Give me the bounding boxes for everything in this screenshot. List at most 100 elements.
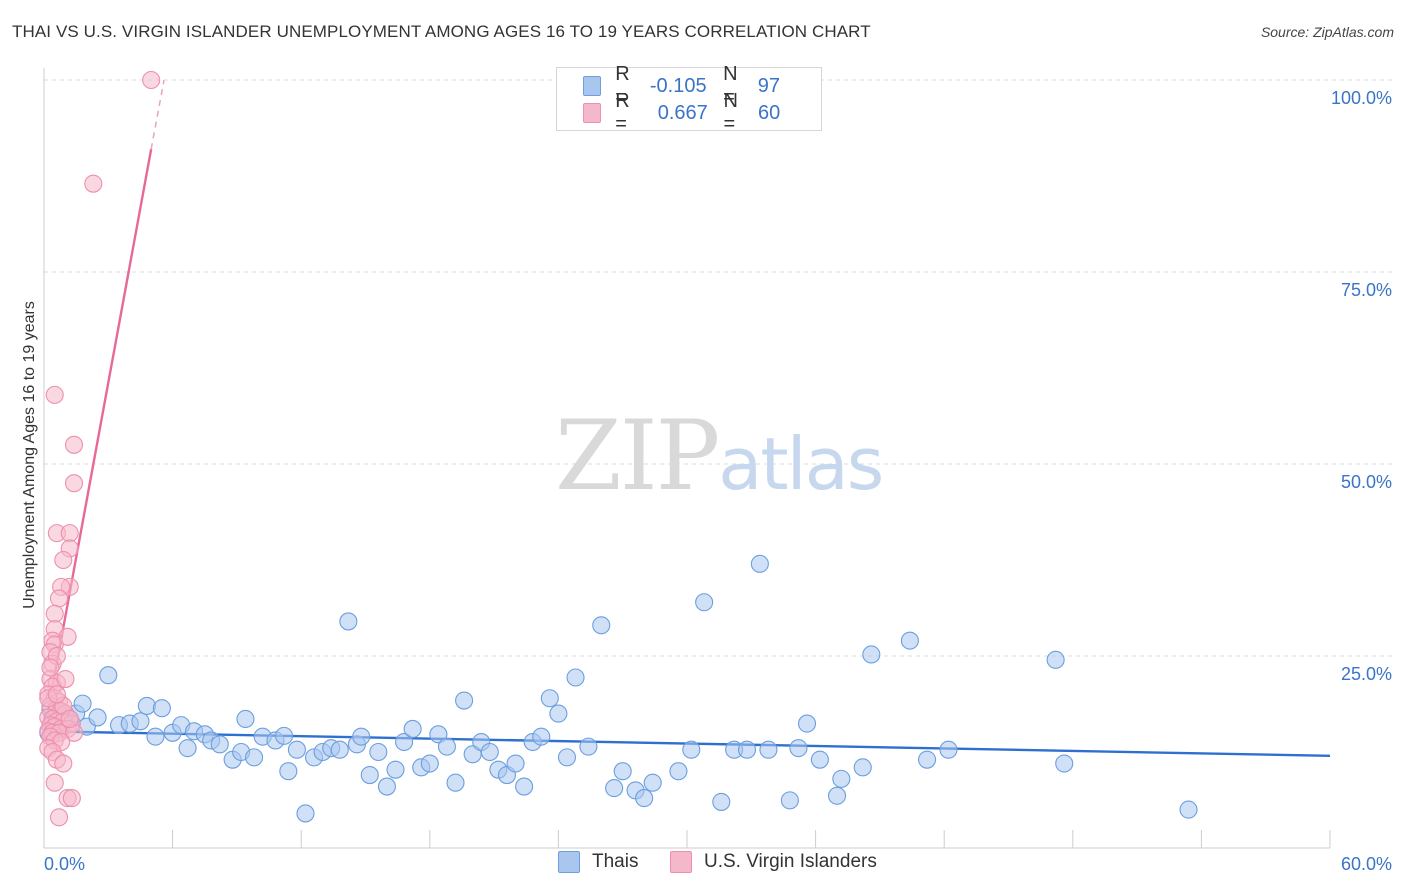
thais-point [566,668,585,687]
thais-point [827,786,847,805]
virgin-islanders-point [47,685,66,704]
thais-point [287,740,306,759]
virgin-islanders-point [45,773,64,792]
thais-point [759,740,778,759]
thais-point [403,719,422,739]
n-label: N = [723,63,738,108]
thais-point [437,737,456,756]
virgin-islanders-point [64,435,84,454]
thais-point [506,754,525,773]
y-tick-label: 25.0% [1341,664,1392,684]
thais-point [99,666,118,685]
virgin-islanders-point [58,627,77,646]
bottom-legend-swatch-thais [558,851,580,873]
thais-point [579,737,598,756]
source-credit: Source: ZipAtlas.com [1260,24,1394,40]
watermark-zip: ZIP [555,400,720,512]
watermark: ZIPatlas [555,400,884,512]
thais-point [797,714,817,733]
thais-point [918,750,937,769]
thais-point [275,726,294,745]
thais-point [339,612,358,631]
r-value: -0.105 [649,74,707,97]
thais-point [635,789,654,808]
virgin-islanders-point [41,658,60,677]
legend-swatch-virgin-islanders [583,103,602,123]
thais-point [712,792,731,811]
r-label: R = [615,63,630,108]
thais-point [853,758,872,777]
thais-point [360,765,379,785]
virgin-islanders-trendline-extension [150,79,165,150]
thais-point [592,616,611,635]
thais-point [131,712,150,731]
r-value: 0.667 [657,101,708,124]
thais-point [178,739,197,758]
r-label: R = [615,90,630,135]
virgin-islanders-point [84,174,103,193]
thais-point [1055,754,1074,773]
thais-point [420,754,439,773]
thais-point [682,740,701,759]
thais-point [540,689,559,708]
y-axis-label: Unemployment Among Ages 16 to 19 years [21,301,38,609]
thais-point [695,593,714,612]
correlation-legend: R = -0.105 N = 97 R = 0.667 N = 60 [556,63,822,135]
bottom-legend-virgin-islanders[interactable]: U.S. Virgin Islanders [670,851,877,873]
thais-point [515,777,534,796]
thais-point [900,631,919,650]
x-tick-label: 60.0% [1341,854,1392,874]
thais-point [330,740,349,759]
virgin-islanders-point [142,70,161,90]
legend-row-thais: R = -0.105 N = 97 [583,63,821,108]
thais-point [446,773,465,792]
legend-swatch-thais [583,76,602,96]
legend-row-virgin-islanders: R = 0.667 N = 60 [583,90,821,135]
chart-title: THAI VS U.S. VIRGIN ISLANDER UNEMPLOYMEN… [12,22,871,41]
n-value: 97 [757,74,780,97]
thais-point [1179,800,1198,819]
virgin-islanders-point [64,474,84,493]
thais-point [377,777,396,796]
thais-point [455,691,474,710]
virgin-islanders-point [60,709,79,729]
watermark-atlas: atlas [718,422,884,506]
virgin-islanders-point [45,385,64,404]
y-tick-label: 100.0% [1331,88,1392,108]
thais-point [862,645,881,664]
n-value: 60 [758,101,781,124]
thais-point [146,727,165,746]
virgin-islanders-point [62,789,81,808]
virgin-islanders-point [60,524,79,543]
virgin-islanders-point [54,754,73,773]
bottom-legend-label-virgin-islanders: U.S. Virgin Islanders [704,851,877,872]
thais-point [236,709,255,729]
thais-point [244,748,264,767]
thais-point [532,727,551,746]
y-tick-label: 50.0% [1341,472,1392,492]
n-label: N = [723,90,738,135]
thais-point [613,762,632,781]
thais-point [369,742,388,762]
virgin-islanders-point [49,589,69,608]
thais-point [780,791,799,810]
bottom-legend-thais[interactable]: Thais [558,851,638,873]
thais-point [1046,650,1065,669]
gridlines [44,79,1392,657]
thais-point [386,760,405,779]
thais-point [789,739,808,758]
virgin-islanders-point [45,604,64,623]
virgin-islanders-point [56,669,75,689]
thais-point [939,740,958,759]
thais-point [750,554,769,573]
thais-point [549,704,568,723]
data-points [39,70,1198,827]
virgin-islanders-point [54,550,73,570]
thais-point [557,748,577,767]
thais-point [296,804,315,823]
thais-point [737,740,757,759]
thais-point [88,708,107,727]
thais-point [480,742,499,762]
thais-point [643,773,662,792]
